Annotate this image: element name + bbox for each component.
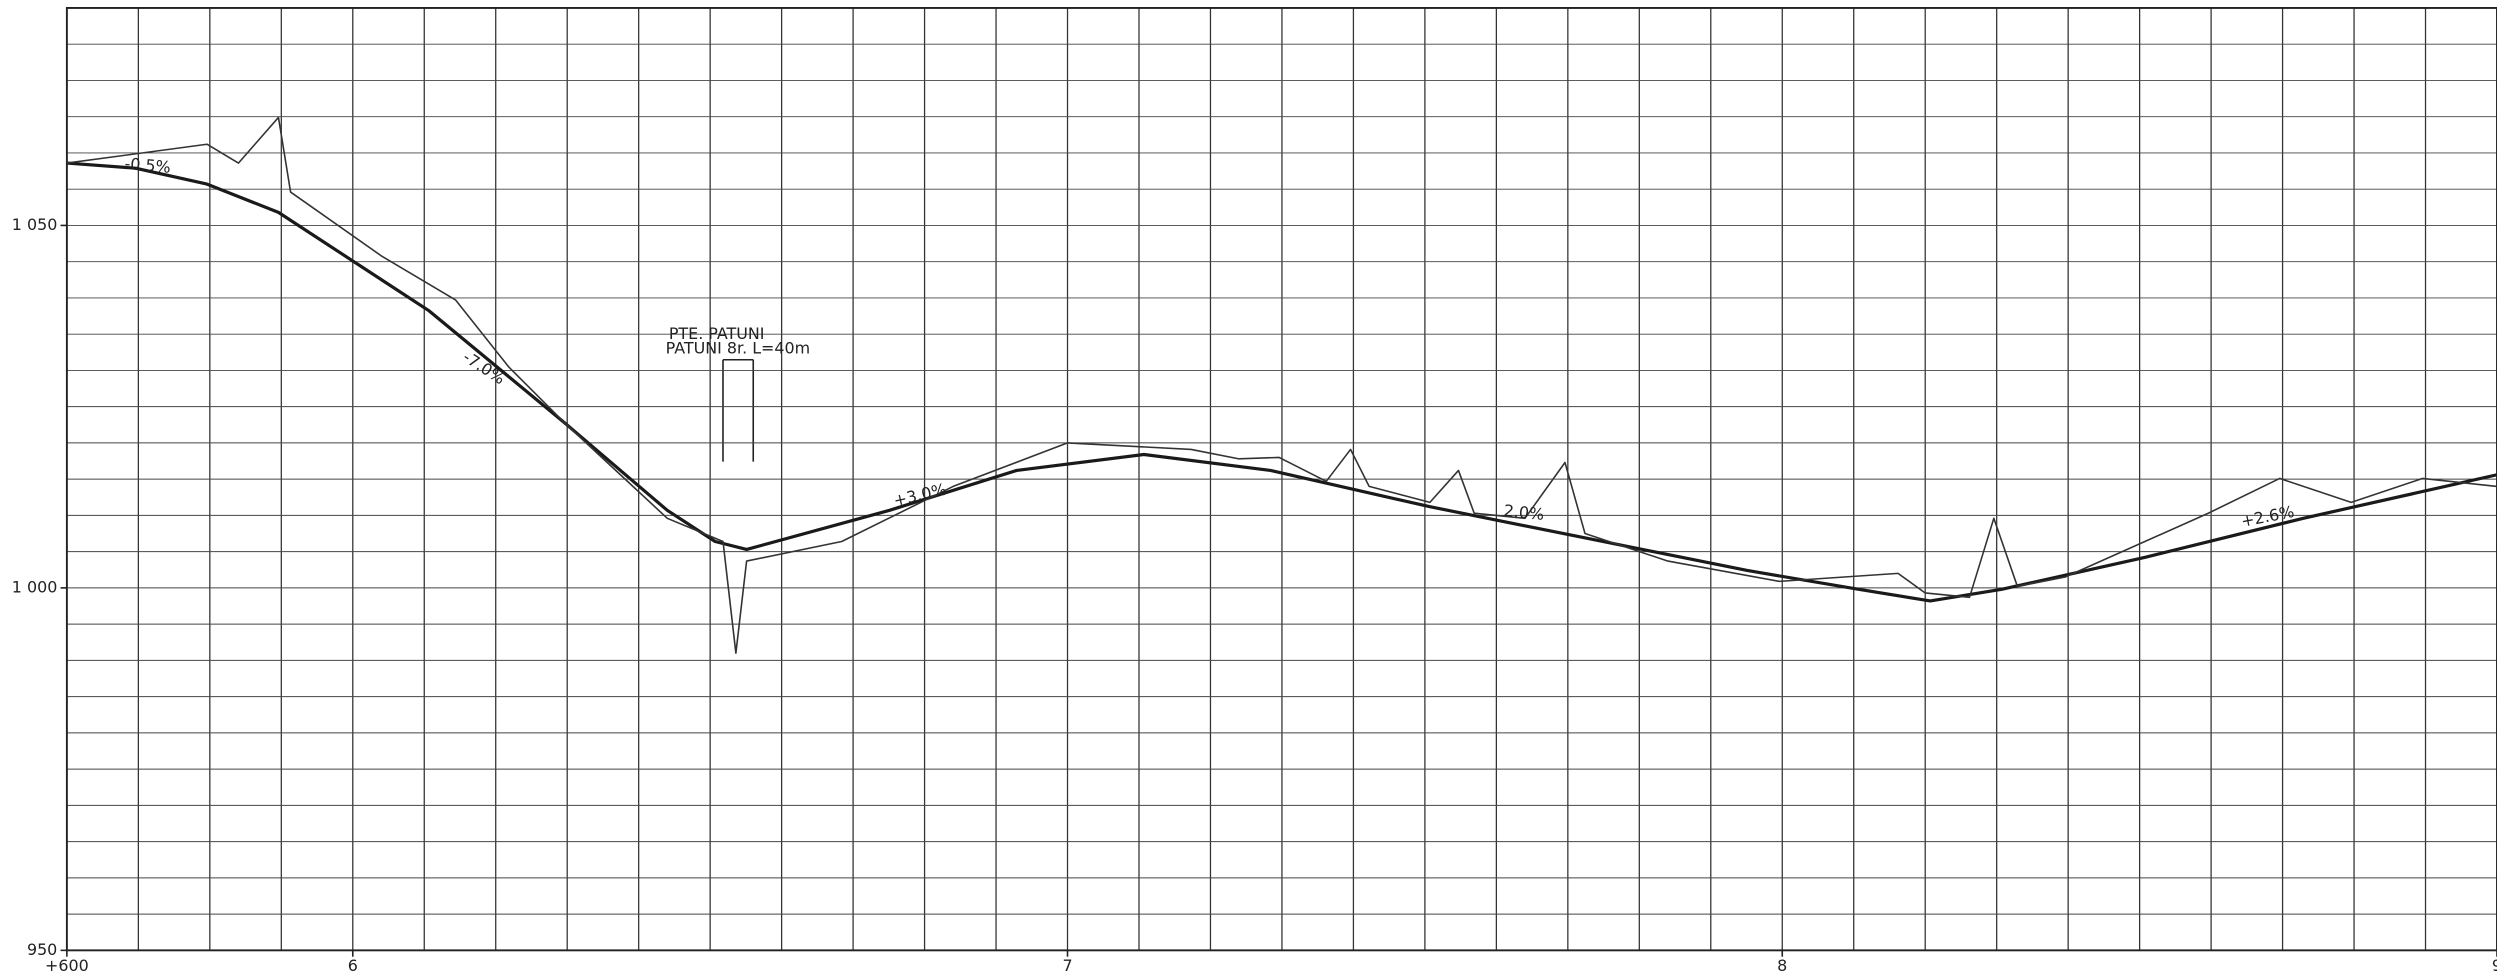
- x-tick-label: 9: [2492, 956, 2497, 975]
- annotation: PTE. PATUNI: [669, 324, 765, 343]
- y-tick-label: 1 050: [12, 215, 58, 234]
- x-tick-label: 7: [1062, 956, 1072, 975]
- annotation: PATUNI 8r. L=40m: [666, 338, 810, 357]
- profile-line: [66, 161, 2497, 603]
- y-tick-label: 950: [27, 940, 57, 959]
- x-tick-label: 8: [1777, 956, 1787, 975]
- y-tick-label: 1 000: [12, 578, 58, 597]
- x-tick-label: 6: [348, 956, 358, 975]
- x-tick-label: +600: [45, 956, 89, 975]
- annotation: -0.5%: [124, 154, 172, 177]
- profile-line: [66, 116, 2497, 654]
- plot-frame: [65, 7, 2497, 952]
- annotation: 2.0%: [1503, 501, 1545, 524]
- bridge-marker: [722, 358, 755, 462]
